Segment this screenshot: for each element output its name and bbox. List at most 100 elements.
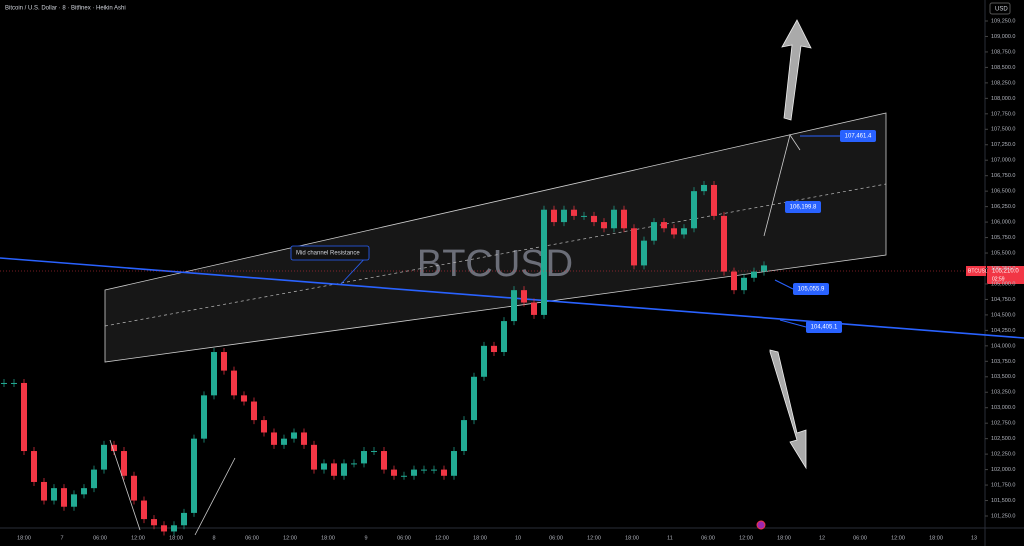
price-box-label: 104,405.1 xyxy=(811,325,838,331)
y-tick-label: 107,000.0 xyxy=(991,158,1015,164)
channel-label: Mid channel Resistance xyxy=(296,251,360,257)
candle xyxy=(701,184,707,192)
candle xyxy=(441,469,447,476)
candle xyxy=(621,209,627,229)
candle xyxy=(191,438,197,513)
channel-mid xyxy=(104,183,887,327)
y-tick-label: 102,750.0 xyxy=(991,421,1015,427)
x-tick-label: 18:00 xyxy=(321,535,335,541)
candle xyxy=(341,463,347,476)
candle xyxy=(371,451,377,453)
y-tick-label: 104,250.0 xyxy=(991,328,1015,334)
price-box xyxy=(793,283,829,295)
y-tick-label: 107,250.0 xyxy=(991,142,1015,148)
candle xyxy=(651,222,657,241)
y-tick-label: 104,750.0 xyxy=(991,297,1015,303)
candle xyxy=(151,519,157,526)
currency-box[interactable] xyxy=(989,2,1011,15)
candle xyxy=(21,382,27,452)
candle xyxy=(471,376,477,421)
y-tick-label: 109,250.0 xyxy=(991,18,1015,24)
candle xyxy=(591,215,597,223)
x-tick-label: 18:00 xyxy=(929,535,943,541)
candle xyxy=(531,302,537,315)
candle xyxy=(271,432,277,445)
candle xyxy=(11,382,17,384)
price-box-label: 105,055.9 xyxy=(798,287,825,293)
candle xyxy=(131,475,137,501)
box-pointer xyxy=(774,279,794,290)
candle xyxy=(181,512,187,526)
candle xyxy=(261,420,267,433)
x-tick-label: 06:00 xyxy=(245,535,259,541)
y-tick-label: 106,000.0 xyxy=(991,220,1015,226)
y-tick-label: 108,750.0 xyxy=(991,49,1015,55)
x-tick-label: 9 xyxy=(364,535,367,541)
candle xyxy=(431,469,437,471)
x-tick-label: 12:00 xyxy=(739,535,753,541)
candle xyxy=(741,277,747,291)
candle xyxy=(581,215,587,217)
x-tick-label: 06:00 xyxy=(549,535,563,541)
x-tick-label: 8 xyxy=(212,535,215,541)
price-box xyxy=(785,201,821,213)
candle xyxy=(561,209,567,223)
y-tick-label: 102,500.0 xyxy=(991,436,1015,442)
candle xyxy=(351,463,357,465)
y-tick-label: 107,500.0 xyxy=(991,127,1015,133)
y-tick-label: 106,500.0 xyxy=(991,189,1015,195)
price-box xyxy=(840,130,876,142)
candle xyxy=(461,420,467,452)
candle xyxy=(711,184,717,216)
x-tick-label: 06:00 xyxy=(853,535,867,541)
candle xyxy=(71,494,77,507)
candle xyxy=(691,191,697,229)
watermark: BTCUSD xyxy=(417,243,573,285)
event-icon[interactable] xyxy=(756,520,766,530)
candle xyxy=(521,290,527,303)
x-tick-label: 18:00 xyxy=(169,535,183,541)
candle xyxy=(31,451,37,482)
candle xyxy=(391,469,397,476)
y-tick-label: 106,250.0 xyxy=(991,204,1015,210)
path-arrow xyxy=(109,439,141,531)
candle xyxy=(1,382,7,384)
candle xyxy=(381,451,387,470)
candle xyxy=(231,370,237,396)
candle xyxy=(681,228,687,235)
y-tick-label: 105,500.0 xyxy=(991,250,1015,256)
candle xyxy=(141,500,147,520)
y-tick-label: 101,500.0 xyxy=(991,498,1015,504)
x-tick-label: 12 xyxy=(819,535,825,541)
down-arrow xyxy=(769,349,807,470)
channel-label-box xyxy=(290,245,370,261)
candle xyxy=(761,265,767,272)
y-tick-label: 105,000.0 xyxy=(991,281,1015,287)
y-tick-label: 106,750.0 xyxy=(991,173,1015,179)
candle xyxy=(221,352,227,371)
candle xyxy=(511,290,517,322)
last-price: 105,210.0 xyxy=(992,269,1019,275)
x-tick-label: 13 xyxy=(971,535,977,541)
y-tick-label: 103,250.0 xyxy=(991,390,1015,396)
candle xyxy=(51,488,57,501)
y-tick-label: 108,500.0 xyxy=(991,65,1015,71)
candle xyxy=(641,240,647,266)
price-box-label: 107,461.4 xyxy=(845,134,872,140)
y-tick-label: 102,250.0 xyxy=(991,452,1015,458)
price-box xyxy=(806,321,842,333)
candle xyxy=(571,209,577,216)
x-tick-label: 11 xyxy=(667,535,673,541)
x-tick-label: 06:00 xyxy=(397,535,411,541)
candle xyxy=(321,463,327,470)
x-tick-label: 7 xyxy=(60,535,63,541)
countdown: 02:59 xyxy=(992,276,1005,282)
candle xyxy=(251,401,257,421)
candle xyxy=(361,451,367,464)
candle xyxy=(311,444,317,470)
y-tick-label: 102,000.0 xyxy=(991,467,1015,473)
x-tick-label: 12:00 xyxy=(131,535,145,541)
channel xyxy=(104,112,887,363)
